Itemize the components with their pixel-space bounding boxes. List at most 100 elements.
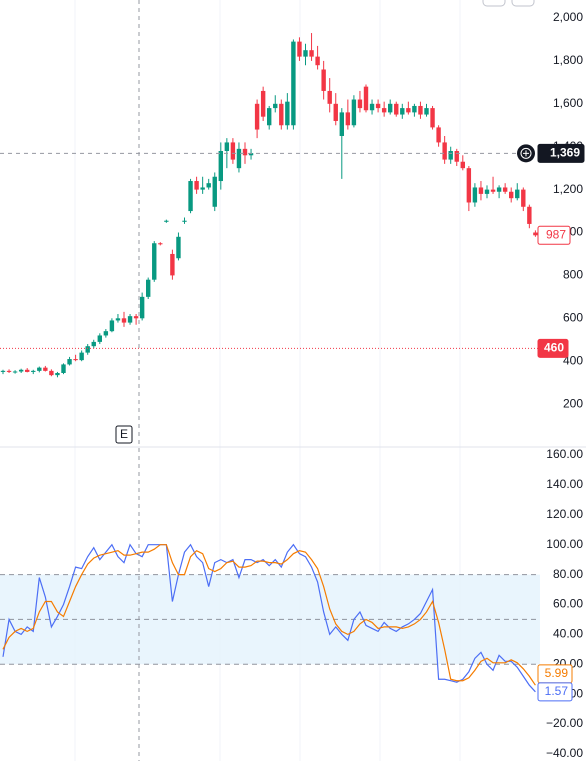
candle-body xyxy=(170,253,175,276)
value-tag-label: 5.99 xyxy=(545,666,569,680)
candle-body xyxy=(490,189,496,192)
y-tick-label: 200 xyxy=(563,396,583,410)
candle-body xyxy=(103,331,109,336)
candle-body xyxy=(37,367,42,371)
y-tick-label: 140.00 xyxy=(546,477,583,491)
candle-body xyxy=(115,318,121,321)
candle-body xyxy=(146,279,151,297)
marks xyxy=(0,33,540,693)
value-tag-label: 1.57 xyxy=(545,684,569,698)
candle-body xyxy=(85,346,90,353)
candle-body xyxy=(218,151,223,182)
candle-body xyxy=(430,108,435,128)
candle-body xyxy=(478,187,484,194)
candle-body xyxy=(182,220,187,222)
candle-body xyxy=(49,370,54,376)
candle-body xyxy=(454,151,459,162)
candle-body xyxy=(339,112,344,136)
candle-body xyxy=(303,50,308,57)
candle-body xyxy=(127,316,133,323)
candle-body xyxy=(152,243,157,280)
candle-body xyxy=(279,103,284,126)
candle-body xyxy=(73,359,78,361)
candle-body xyxy=(502,187,508,192)
candle-body xyxy=(206,183,211,188)
candle-body xyxy=(61,364,66,374)
y-tick-label: 160.00 xyxy=(546,447,583,461)
y-tick-label: 800 xyxy=(563,268,583,282)
candle-body xyxy=(412,105,417,113)
candle-body xyxy=(139,296,145,319)
candle-body xyxy=(18,369,24,372)
y-tick-label: 1,800 xyxy=(553,53,583,67)
toolbar-icons xyxy=(482,0,535,7)
y-tick-label: −20.00 xyxy=(546,716,583,730)
candle-body xyxy=(285,101,290,126)
candle-body xyxy=(224,142,230,152)
candle-body xyxy=(327,90,332,104)
icon-button[interactable] xyxy=(482,0,506,7)
candle-body xyxy=(176,236,181,259)
candle-body xyxy=(515,189,520,199)
candle-body xyxy=(254,103,260,130)
y-tick-label: 2,000 xyxy=(553,10,583,24)
candle-body xyxy=(357,99,363,109)
y-tick-label: 600 xyxy=(563,310,583,324)
candle-body xyxy=(533,232,538,236)
candle-body xyxy=(133,316,139,319)
y-tick-label: 1,200 xyxy=(553,182,583,196)
candle-body xyxy=(369,103,375,111)
candle-body xyxy=(0,370,6,372)
candle-body xyxy=(267,108,272,126)
oscillator-line xyxy=(2,543,536,693)
candle-body xyxy=(315,56,320,66)
candle-body xyxy=(6,370,12,372)
candle-body xyxy=(442,142,447,160)
candle-body xyxy=(260,90,266,117)
candle-body xyxy=(200,187,205,190)
candle-body xyxy=(375,103,381,109)
candle-body xyxy=(31,370,36,372)
value-tag xyxy=(537,682,573,702)
price-tag xyxy=(537,338,569,358)
price-tag-label: 987 xyxy=(546,227,566,241)
candle-body xyxy=(363,86,369,111)
candle-body xyxy=(43,367,48,371)
candle-body xyxy=(424,108,429,115)
candle-body xyxy=(12,371,18,373)
candle-body xyxy=(188,181,193,212)
icon-button[interactable] xyxy=(511,0,535,7)
candle-body xyxy=(158,243,163,245)
candle-body xyxy=(345,112,351,126)
candle-body xyxy=(351,99,357,126)
candle-body xyxy=(164,220,169,222)
candle-body xyxy=(466,168,472,203)
candle-body xyxy=(418,105,423,115)
candle-body xyxy=(236,148,242,169)
candle-body xyxy=(388,103,393,113)
candle-body xyxy=(496,187,502,192)
candle-body xyxy=(242,148,248,156)
y-tick-label: 1,600 xyxy=(553,96,583,110)
candle-body xyxy=(97,335,102,342)
candle-body xyxy=(394,103,399,115)
oscillator-line xyxy=(2,544,536,686)
candle-body xyxy=(55,373,60,376)
candle-body xyxy=(248,153,254,156)
y-tick-label: 100.00 xyxy=(546,537,583,551)
candle-body xyxy=(381,108,387,113)
y-tick-label: −40.00 xyxy=(546,746,583,760)
candle-body xyxy=(521,189,526,207)
candle-body xyxy=(333,103,338,121)
candle-body xyxy=(194,181,199,190)
candle-body xyxy=(67,359,72,365)
price-tag xyxy=(537,143,585,163)
event-marker[interactable] xyxy=(115,425,133,444)
candle-body xyxy=(321,69,326,91)
candle-body xyxy=(406,108,411,113)
y-tick-label: 80.00 xyxy=(553,567,583,581)
candle-body xyxy=(309,50,314,57)
crosshair-add-icon xyxy=(520,147,532,159)
candle-body xyxy=(400,108,405,115)
